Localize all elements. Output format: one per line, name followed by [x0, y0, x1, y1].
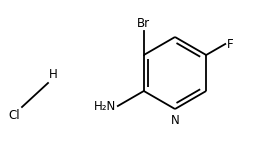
Text: Br: Br: [137, 17, 150, 30]
Text: H₂N: H₂N: [94, 100, 116, 113]
Text: H: H: [49, 68, 58, 81]
Text: Cl: Cl: [8, 109, 20, 122]
Text: F: F: [227, 38, 234, 51]
Text: N: N: [171, 114, 179, 127]
